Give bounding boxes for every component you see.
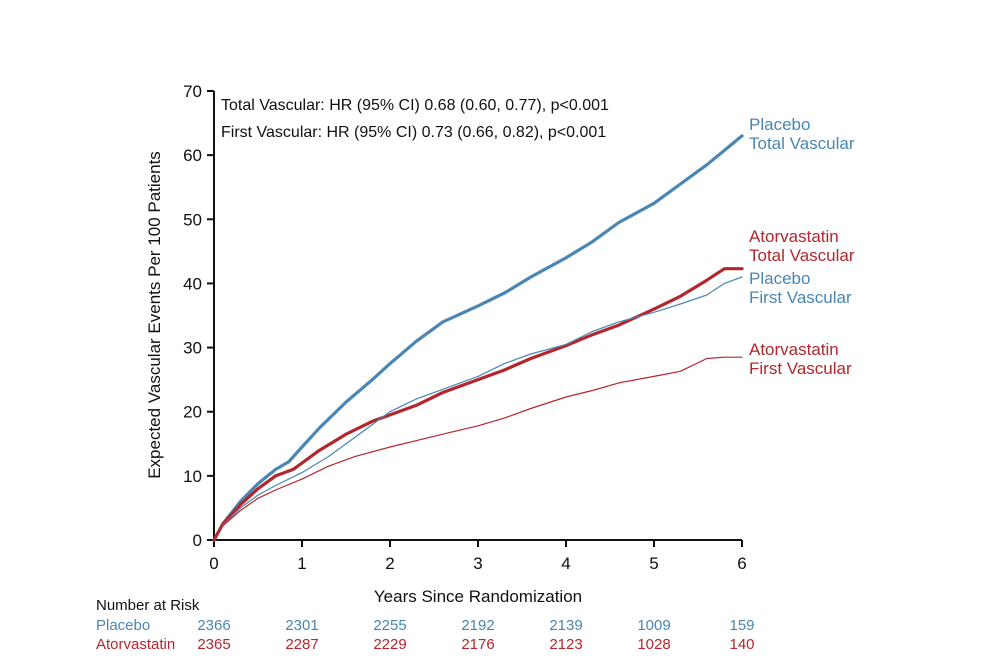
series-label-2: Atorvastatin [749, 227, 839, 246]
hr-annotation-total: Total Vascular: HR (95% CI) 0.68 (0.60, … [221, 97, 609, 114]
series-label-2: Total Vascular [749, 246, 855, 265]
y-tick-label: 10 [183, 467, 202, 486]
risk-cell: 1009 [637, 617, 671, 634]
x-tick-label: 0 [209, 554, 218, 573]
series-label-3: Placebo [749, 269, 810, 288]
risk-cell: 2229 [373, 636, 407, 653]
series-label-4: Atorvastatin [749, 340, 839, 359]
risk-row-name: Placebo [96, 617, 151, 634]
risk-cell: 2139 [549, 617, 583, 634]
y-tick-label: 60 [183, 146, 202, 165]
y-tick-label: 20 [183, 403, 202, 422]
y-tick-label: 0 [193, 531, 202, 550]
risk-cell: 2176 [461, 636, 495, 653]
series-label-4: First Vascular [749, 359, 852, 378]
chart-axes: 0 10 20 30 40 50 60 70 0 1 2 3 4 5 6 [183, 82, 747, 573]
x-tick-label: 6 [737, 554, 746, 573]
y-tick-label: 30 [183, 339, 202, 358]
series-label-1: Total Vascular [749, 134, 855, 153]
series-label-1: Placebo [749, 115, 810, 134]
x-tick-label: 1 [297, 554, 306, 573]
risk-cell: 2366 [197, 617, 231, 634]
series-label-3: First Vascular [749, 288, 852, 307]
x-tick-label: 2 [385, 554, 394, 573]
risk-cell: 140 [729, 636, 755, 653]
risk-cell: 2192 [461, 617, 495, 634]
risk-row-name: Atorvastatin [96, 636, 176, 653]
y-tick-label: 50 [183, 210, 202, 229]
x-tick-label: 4 [561, 554, 570, 573]
series-line-1 [212, 134, 744, 542]
risk-cell: 2255 [373, 617, 407, 634]
x-tick-label: 5 [649, 554, 658, 573]
y-tick-label: 40 [183, 274, 202, 293]
risk-cell: 2301 [285, 617, 319, 634]
x-axis-label: Years Since Randomization [374, 587, 582, 606]
risk-cell: 1028 [637, 636, 671, 653]
risk-cell: 2365 [197, 636, 231, 653]
series-line-4 [213, 356, 743, 541]
hr-annotation-first: First Vascular: HR (95% CI) 0.73 (0.66, … [221, 124, 606, 141]
risk-table-title: Number at Risk [96, 597, 200, 614]
chart-series [212, 134, 744, 542]
series-line-3 [213, 276, 743, 541]
series-line-2 [212, 267, 744, 542]
risk-cell: 159 [729, 617, 755, 634]
y-axis-label: Expected Vascular Events Per 100 Patient… [145, 151, 164, 479]
risk-cell: 2123 [549, 636, 583, 653]
x-tick-label: 3 [473, 554, 482, 573]
y-tick-label: 70 [183, 82, 202, 101]
risk-cell: 2287 [285, 636, 319, 653]
